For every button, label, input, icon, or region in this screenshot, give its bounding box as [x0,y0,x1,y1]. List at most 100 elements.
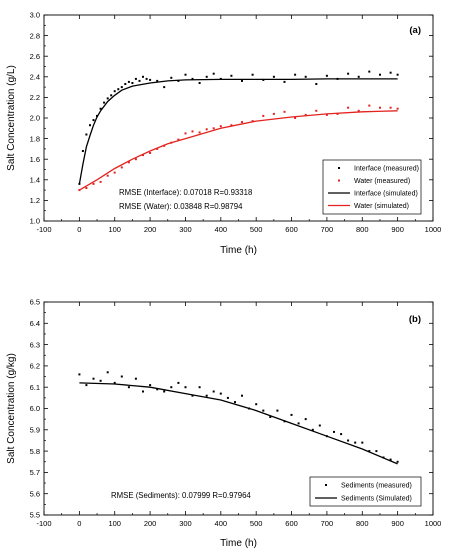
series-line [79,110,398,191]
y-axis-label: Salt Concentration (g/kg) [6,353,17,464]
legend-point-swatch [338,179,340,182]
x-tick-label: 100 [108,225,121,234]
data-point [389,458,392,461]
x-tick-label: 1000 [425,519,442,528]
data-point [134,158,137,161]
data-point [241,394,243,397]
series-water-simulated [79,110,398,191]
data-point [212,72,215,75]
data-point [145,77,148,80]
data-point [113,90,116,93]
x-tick-label: 0 [77,225,81,234]
data-point [103,101,106,104]
y-tick-label: 5.6 [30,489,40,498]
rmse-annotation: RMSE (Water): 0.03848 R=0.98794 [119,202,243,211]
data-point [99,379,102,382]
data-point [290,413,293,416]
data-point [269,416,272,418]
data-point [272,75,275,78]
y-tick-label: 5.7 [30,468,40,477]
data-point [389,71,392,74]
data-point [92,377,95,380]
data-point [212,127,215,130]
y-tick-label: 1.2 [30,196,40,205]
data-point [149,152,152,154]
y-tick-label: 1.4 [30,176,40,185]
data-point [396,460,399,463]
series-sediments-simulated [79,382,398,465]
data-point [120,166,123,169]
x-tick-label: 400 [215,225,228,234]
x-axis-label: Time (h) [220,538,257,549]
legend-entry: Interface (measured) [354,166,419,173]
series-interface-simulated [78,78,398,185]
x-tick-label: 200 [144,225,157,234]
x-tick-label: 700 [321,519,334,528]
data-point [99,107,102,110]
data-point [396,107,399,110]
x-tick-label: 1000 [425,225,442,234]
legend-entry: Interface (simulated) [354,191,418,198]
data-point [127,161,130,164]
legend-entry: Sediments (Simulated) [341,496,412,503]
data-point [333,430,335,433]
data-point [379,106,381,109]
x-tick-label: 0 [77,519,81,528]
data-point [368,104,371,107]
data-point [389,106,392,109]
data-point [106,97,109,100]
y-tick-label: 6.3 [30,340,40,349]
data-point [85,133,88,136]
x-tick-label: 800 [356,519,369,528]
data-point [156,388,159,391]
series-line [78,78,398,185]
data-point [283,80,286,83]
data-point [163,86,166,89]
data-point [283,110,286,113]
data-point [361,441,364,444]
y-tick-label: 2.0 [30,114,40,123]
data-point [177,138,180,141]
data-point [85,187,88,189]
legend: Sediments (measured) Sediments (Simulated… [309,476,422,507]
y-tick-label: 6.0 [30,404,40,413]
data-point [134,77,137,80]
x-axis-label: Time (h) [220,245,257,256]
x-tick-label: 700 [321,225,334,234]
y-tick-label: 6.5 [30,298,40,307]
data-point [134,377,137,380]
data-point [241,121,243,124]
data-point [375,450,378,453]
data-point [304,113,307,116]
data-point [357,109,360,112]
data-point [251,73,254,76]
data-point [294,73,297,76]
data-point [127,80,130,83]
data-point [205,394,208,397]
data-point [396,73,399,76]
y-tick-label: 2.4 [30,73,40,82]
y-tick-label: 5.9 [30,426,40,435]
data-point [113,171,116,174]
legend-point-swatch [338,167,340,169]
legend-entry: Sediments (measured) [341,483,412,490]
data-point [92,182,95,185]
chart-panel-a: -100 0 100 200 300 400 500 600 700 800 900 1000 1.0 1… [6,11,441,256]
data-point [184,132,187,135]
data-point [138,79,141,82]
x-tick-label: -100 [36,225,51,234]
x-tick-label: 800 [356,225,369,234]
x-tick-label: 500 [250,225,263,234]
x-tick-label: 300 [179,225,192,234]
y-tick-label: 5.5 [30,511,40,520]
data-point [163,390,166,393]
data-point [99,180,102,183]
data-point [276,409,279,412]
legend-entry: Water (simulated) [354,203,409,210]
data-point [251,120,254,123]
rmse-annotation: RMSE (Interface): 0.07018 R=0.93318 [119,188,252,197]
data-point [170,386,173,389]
rmse-annotation: RMSE (Sediments): 0.07999 R=0.97964 [111,491,251,500]
data-point [142,154,144,157]
